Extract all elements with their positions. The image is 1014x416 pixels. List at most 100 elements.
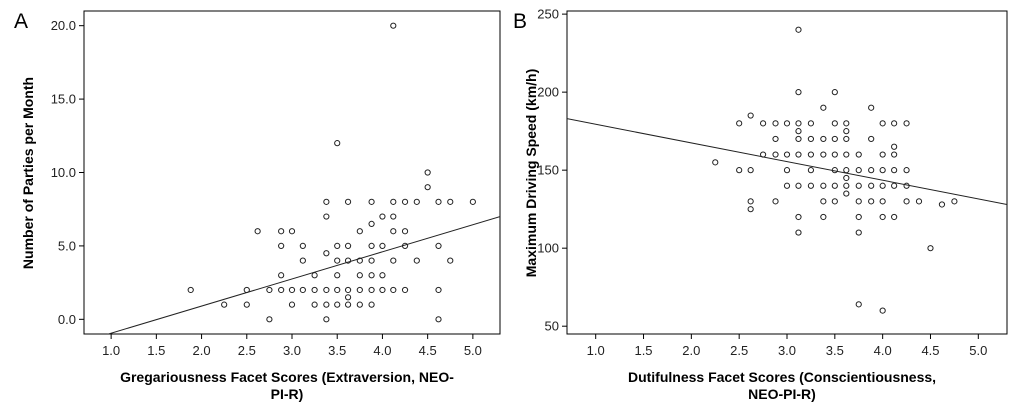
data-point-a: [379, 272, 386, 279]
data-point-b: [855, 167, 862, 174]
data-point-b: [915, 198, 923, 205]
data-point-b: [938, 201, 946, 208]
data-point-a: [368, 198, 375, 205]
data-point-b: [783, 167, 791, 174]
data-point-a: [424, 184, 431, 191]
x-tick-label-b: 5.0: [969, 343, 987, 358]
data-point-a: [401, 286, 409, 294]
scatter-plot-a: 1.0 1.5 2.0 2.5 3.0 3.5 4.0 4.5 5.0 0.0 5.0 10.0 15.…: [51, 10, 501, 358]
data-point-b: [831, 182, 838, 189]
data-point-b: [820, 104, 827, 111]
x-tick-label-b: 3.5: [826, 343, 844, 358]
data-point-b: [807, 151, 815, 158]
data-point-b: [759, 120, 767, 127]
x-tick-label-b: 2.5: [730, 343, 748, 358]
data-point-a: [266, 316, 273, 323]
y-tick-label-a: 15.0: [51, 92, 76, 107]
data-point-b: [747, 198, 754, 205]
data-point-b: [843, 135, 850, 143]
data-point-b: [843, 167, 850, 174]
data-point-b: [927, 245, 934, 252]
data-point-b: [891, 213, 898, 221]
x-axis-label-a-line1: Gregariousness Facet Scores (Extraversio…: [120, 369, 454, 385]
data-point-b: [831, 198, 838, 205]
data-point-a: [323, 316, 330, 323]
data-point-a: [323, 213, 330, 220]
data-point-b: [855, 198, 862, 205]
data-point-a: [323, 286, 330, 294]
data-point-a: [221, 301, 228, 308]
data-point-b: [891, 182, 898, 189]
data-point-b: [795, 89, 802, 96]
data-point-a: [356, 301, 363, 308]
data-point-b: [831, 167, 838, 174]
data-point-b: [843, 151, 850, 158]
data-point-a: [323, 301, 330, 308]
data-point-b: [903, 120, 910, 127]
data-point-a: [356, 272, 363, 279]
data-point-a: [401, 242, 409, 250]
x-tick-label-b: 2.0: [682, 343, 700, 358]
data-point-b: [807, 182, 815, 189]
data-point-a: [278, 242, 285, 250]
x-axis-label-b-line1: Dutifulness Facet Scores (Conscientiousn…: [627, 369, 937, 385]
data-point-a: [413, 198, 420, 205]
x-axis-label-a-line2: PI-R): [270, 386, 304, 402]
data-point-a: [323, 198, 330, 205]
x-tick-label-b: 1.0: [587, 343, 605, 358]
x-tick-label-b: 3.0: [778, 343, 796, 358]
x-axis-label-b-line2: NEO-PI-R): [748, 386, 816, 402]
data-point-a: [278, 286, 285, 294]
x-tick-label-b: 4.5: [921, 343, 939, 358]
y-tick-label-a: 0.0: [58, 312, 76, 327]
y-tick-label-b: 200: [537, 85, 559, 100]
data-point-a: [323, 250, 330, 257]
data-point-b: [891, 120, 898, 127]
data-point-b: [843, 182, 850, 189]
data-point-a: [311, 301, 318, 308]
plot-frame-a: [83, 10, 501, 335]
data-point-a: [344, 286, 352, 294]
data-point-b: [879, 198, 886, 205]
data-point-a: [334, 140, 341, 147]
data-point-a: [243, 286, 250, 294]
data-point-b: [879, 307, 886, 314]
data-point-a: [390, 286, 397, 294]
data-point-b: [795, 229, 802, 236]
data-point-a: [368, 220, 375, 227]
data-point-b: [795, 151, 802, 158]
data-point-b: [712, 159, 719, 166]
panel-label-a: A: [14, 10, 29, 33]
data-point-a: [311, 272, 318, 279]
y-tick-label-a: 10.0: [51, 165, 76, 180]
data-point-a: [390, 22, 397, 29]
data-point-b: [879, 213, 886, 221]
data-point-b: [807, 135, 815, 143]
data-point-b: [855, 182, 862, 189]
data-point-b: [772, 198, 779, 205]
chart-panel-a: A Number of Parties per Month 1.0 1.5 2.0 2…: [14, 10, 501, 402]
data-point-a: [435, 286, 442, 294]
y-tick-label-a: 5.0: [58, 238, 76, 253]
data-point-a: [344, 242, 352, 250]
data-point-b: [795, 128, 802, 135]
data-point-b: [820, 182, 827, 189]
data-point-b: [820, 151, 827, 158]
x-axis-label-b: Dutifulness Facet Scores (Conscientiousn…: [557, 369, 1007, 403]
data-point-b: [747, 112, 754, 119]
data-point-a: [379, 286, 386, 294]
data-point-b: [843, 174, 850, 182]
data-point-b: [855, 301, 862, 308]
data-point-a: [334, 301, 341, 308]
data-point-a: [390, 198, 397, 205]
data-point-a: [447, 257, 454, 264]
data-point-b: [868, 104, 875, 111]
y-tick-label-a: 20.0: [51, 18, 76, 33]
data-point-b: [747, 206, 754, 213]
data-point-b: [795, 26, 802, 33]
data-point-b: [831, 89, 838, 96]
data-point-a: [368, 301, 375, 308]
x-tick-label-a: 3.5: [328, 343, 346, 358]
data-point-b: [820, 213, 827, 221]
y-tick-label-b: 100: [537, 241, 559, 256]
